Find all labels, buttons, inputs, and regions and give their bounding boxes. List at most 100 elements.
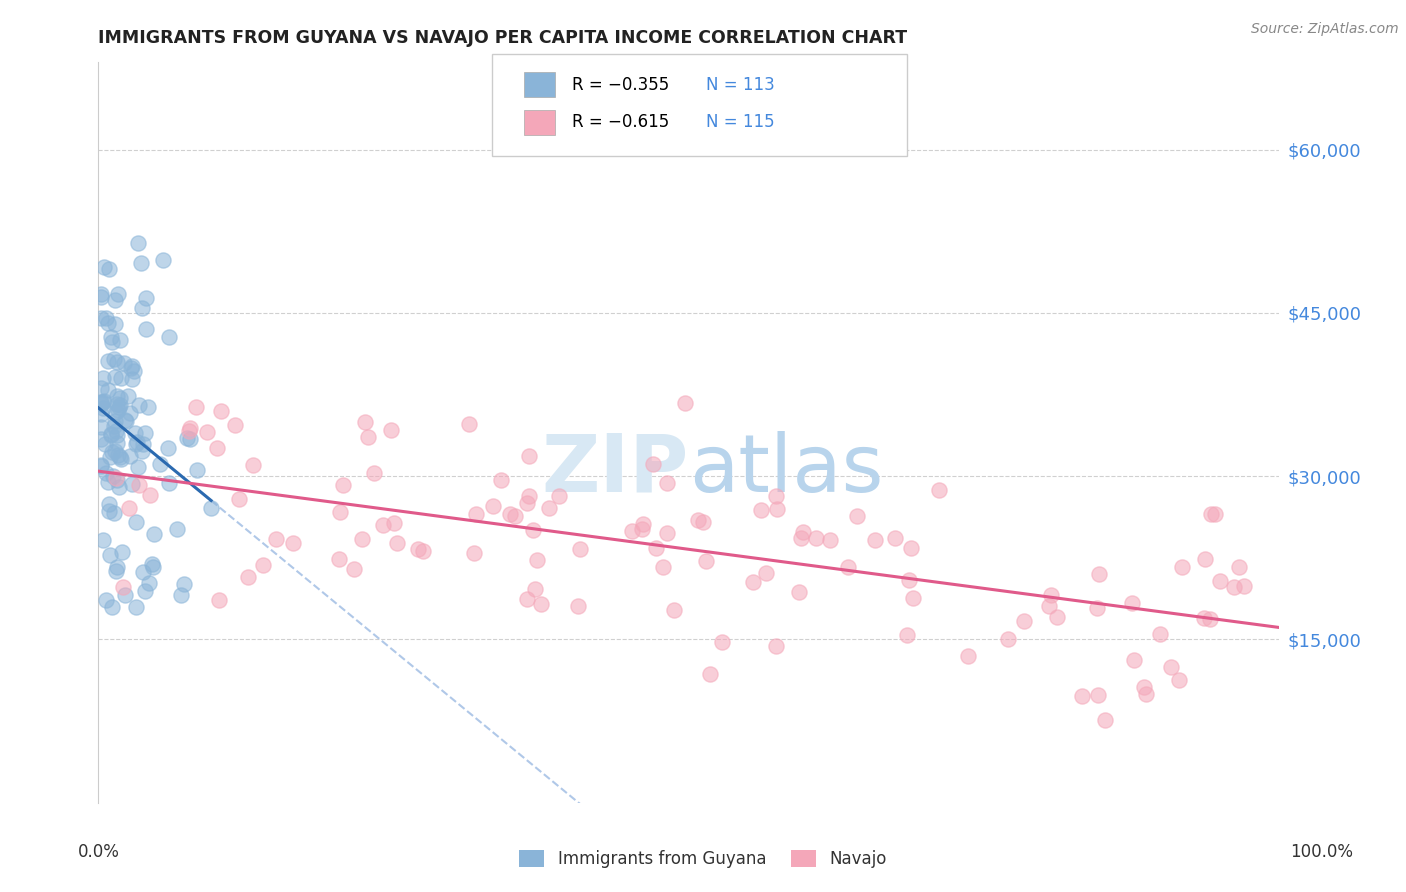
Point (673, 395, 696, 409)
Point (104, 317, 127, 331)
Point (100, 330, 122, 344)
Point (749, 503, 772, 517)
Point (142, 560, 165, 574)
Point (644, 541, 666, 555)
Point (363, 466, 385, 480)
Point (458, 417, 481, 431)
Point (1087, 689, 1109, 703)
Point (104, 414, 127, 428)
Point (90, 290, 112, 304)
Point (357, 430, 380, 444)
Point (818, 533, 841, 547)
Text: N = 113: N = 113 (706, 76, 775, 94)
Point (792, 525, 814, 540)
Point (224, 418, 246, 433)
Point (526, 553, 548, 567)
Point (129, 255, 152, 269)
Point (228, 491, 250, 506)
Point (538, 500, 561, 515)
Point (90, 432, 112, 446)
Point (134, 584, 156, 599)
Point (125, 437, 148, 451)
Point (655, 526, 678, 541)
Point (103, 506, 125, 520)
Point (110, 391, 132, 405)
Point (264, 532, 287, 546)
Point (91, 395, 114, 409)
Point (516, 591, 538, 606)
Point (107, 286, 129, 301)
Point (1088, 567, 1111, 582)
Point (101, 334, 124, 349)
Point (205, 441, 228, 455)
Point (157, 476, 180, 491)
Point (134, 425, 156, 440)
Point (136, 400, 159, 414)
Point (135, 322, 157, 336)
Point (200, 501, 222, 516)
Point (516, 496, 538, 510)
Point (1070, 690, 1092, 704)
Point (117, 389, 139, 403)
Point (157, 330, 180, 344)
Point (652, 560, 675, 574)
Point (110, 371, 132, 385)
Point (692, 515, 714, 529)
Point (863, 533, 886, 547)
Point (94, 592, 117, 607)
Point (896, 628, 918, 642)
Point (804, 532, 827, 546)
Point (1199, 612, 1222, 626)
Point (131, 301, 153, 315)
Point (111, 545, 134, 559)
Point (98, 497, 121, 511)
Point (179, 424, 201, 438)
Point (328, 505, 350, 519)
Point (128, 398, 150, 412)
Point (1194, 611, 1216, 625)
Point (956, 649, 979, 664)
Point (412, 544, 434, 558)
Point (695, 554, 717, 568)
Point (100, 428, 122, 442)
Point (765, 489, 787, 503)
Point (110, 452, 132, 467)
Point (1168, 673, 1191, 687)
Point (125, 435, 148, 450)
Point (90, 394, 112, 409)
Text: R = −0.615: R = −0.615 (572, 113, 669, 131)
Point (120, 360, 142, 375)
Point (107, 436, 129, 450)
Point (110, 450, 132, 464)
Text: IMMIGRANTS FROM GUYANA VS NAVAJO PER CAPITA INCOME CORRELATION CHART: IMMIGRANTS FROM GUYANA VS NAVAJO PER CAP… (98, 29, 907, 47)
Point (845, 508, 868, 523)
Point (1223, 580, 1246, 594)
Point (1038, 599, 1060, 614)
Point (517, 489, 540, 503)
Text: atlas: atlas (689, 431, 883, 508)
Text: N = 115: N = 115 (706, 113, 775, 131)
Text: 100.0%: 100.0% (1291, 843, 1353, 861)
Point (997, 632, 1019, 646)
Point (103, 418, 125, 433)
Point (107, 448, 129, 462)
Point (122, 364, 145, 378)
Point (207, 593, 229, 607)
Point (105, 427, 128, 442)
Point (138, 575, 160, 590)
Point (97, 316, 120, 330)
Point (522, 523, 544, 537)
Text: 0.0%: 0.0% (77, 843, 120, 861)
Point (186, 463, 208, 477)
Point (332, 478, 354, 492)
Point (1233, 579, 1256, 593)
Point (621, 524, 644, 538)
Point (1204, 507, 1226, 521)
Point (149, 457, 172, 471)
Point (517, 449, 540, 463)
Point (176, 431, 198, 445)
Text: ZIP: ZIP (541, 431, 689, 508)
Point (90, 380, 112, 394)
Point (104, 564, 127, 578)
Legend: Immigrants from Guyana, Navajo: Immigrants from Guyana, Navajo (513, 843, 893, 875)
